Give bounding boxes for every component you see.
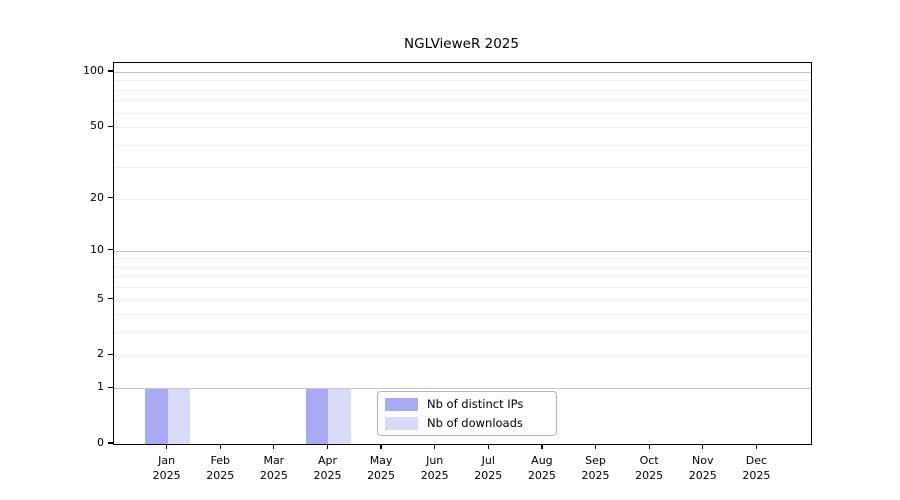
minor-gridline [114, 332, 811, 334]
major-gridline [114, 72, 811, 74]
bar [167, 388, 191, 444]
minor-gridline [114, 144, 811, 146]
x-tick-label: Jan 2025 [135, 453, 199, 483]
legend-label: Nb of downloads [427, 416, 523, 430]
y-tick-label: 5 [97, 291, 104, 305]
x-tick-label: Apr 2025 [295, 453, 359, 483]
x-tick-month: Dec [745, 454, 768, 467]
y-tick-label: 1 [97, 380, 104, 394]
x-tick-year: 2025 [688, 469, 717, 482]
x-tick-label: Dec 2025 [724, 453, 788, 483]
x-tick-year: 2025 [367, 469, 396, 482]
x-tick-mark [273, 444, 275, 449]
minor-gridline [114, 198, 811, 200]
x-tick-year: 2025 [581, 469, 610, 482]
x-tick-label: Oct 2025 [617, 453, 681, 483]
y-tick-label: 10 [90, 242, 104, 256]
y-tick-mark [108, 297, 113, 300]
x-tick-month: Nov [692, 454, 714, 467]
x-tick-label: Mar 2025 [242, 453, 306, 483]
y-tick-mark [108, 125, 113, 127]
x-tick-label: Feb 2025 [188, 453, 252, 483]
legend-swatch [385, 416, 418, 430]
x-tick-month: Oct [639, 454, 659, 467]
x-tick-label: Sep 2025 [564, 453, 628, 483]
minor-gridline [114, 127, 811, 129]
major-gridline [114, 250, 811, 252]
legend-row: Nb of distinct IPs [385, 397, 556, 411]
y-tick-label: 50 [90, 119, 104, 133]
plot-area [113, 62, 812, 445]
x-tick-label: Aug 2025 [510, 453, 574, 483]
minor-gridline [114, 276, 811, 278]
x-tick-month: Apr [317, 454, 337, 467]
minor-gridline [114, 258, 811, 260]
legend-row: Nb of downloads [385, 416, 556, 430]
x-tick-mark [166, 444, 168, 449]
minor-gridline [114, 112, 811, 114]
x-tick-mark [434, 444, 436, 449]
x-tick-mark [702, 444, 704, 449]
y-tick-label: 100 [83, 64, 104, 78]
x-tick-year: 2025 [152, 469, 181, 482]
minor-gridline [114, 266, 811, 268]
x-tick-year: 2025 [474, 469, 503, 482]
x-tick-label: Jun 2025 [403, 453, 467, 483]
legend-label: Nb of distinct IPs [427, 397, 524, 411]
y-tick-mark [108, 70, 113, 72]
major-gridline [114, 388, 811, 390]
y-tick-label: 2 [97, 347, 104, 361]
x-tick-month: Jan [158, 454, 176, 467]
bar [145, 388, 168, 444]
minor-gridline [114, 314, 811, 316]
chart-title: NGLVieweR 2025 [404, 36, 519, 52]
x-tick-month: Feb [210, 454, 230, 467]
x-tick-mark [326, 444, 329, 449]
x-tick-month: Jul [481, 454, 495, 467]
x-tick-month: Mar [263, 454, 285, 467]
x-tick-mark [755, 444, 757, 449]
x-tick-year: 2025 [635, 469, 664, 482]
x-tick-mark [541, 444, 543, 449]
x-tick-mark [487, 444, 489, 449]
x-tick-label: Nov 2025 [671, 453, 735, 483]
y-tick-mark [108, 386, 113, 388]
y-tick-label: 0 [97, 436, 104, 449]
x-tick-month: Jun [426, 454, 444, 467]
y-tick-label: 20 [90, 190, 104, 204]
y-tick-mark [108, 197, 113, 199]
legend-swatch [385, 397, 418, 411]
bar [328, 388, 351, 444]
minor-gridline [114, 100, 811, 102]
x-tick-month: May [369, 454, 393, 467]
x-tick-mark [594, 444, 597, 449]
minor-gridline [114, 299, 811, 301]
x-tick-label: Jul 2025 [456, 453, 520, 483]
y-tick-mark [108, 442, 113, 444]
x-tick-mark [219, 444, 221, 449]
x-tick-year: 2025 [527, 469, 556, 482]
y-tick-mark [108, 249, 113, 251]
x-tick-month: Aug [531, 454, 553, 467]
x-tick-mark [380, 444, 382, 449]
x-tick-month: Sep [585, 454, 606, 467]
x-tick-label: May 2025 [349, 453, 413, 483]
minor-gridline [114, 80, 811, 82]
x-tick-year: 2025 [259, 469, 288, 482]
minor-gridline [114, 167, 811, 169]
x-tick-mark [648, 444, 650, 449]
x-tick-year: 2025 [742, 469, 771, 482]
x-tick-year: 2025 [420, 469, 449, 482]
x-tick-year: 2025 [206, 469, 235, 482]
legend: Nb of distinct IPs Nb of downloads [377, 391, 557, 436]
minor-gridline [114, 287, 811, 289]
minor-gridline [114, 89, 811, 91]
x-tick-year: 2025 [313, 469, 342, 482]
bar [305, 388, 329, 444]
y-tick-mark [108, 353, 113, 356]
minor-gridline [114, 355, 811, 357]
